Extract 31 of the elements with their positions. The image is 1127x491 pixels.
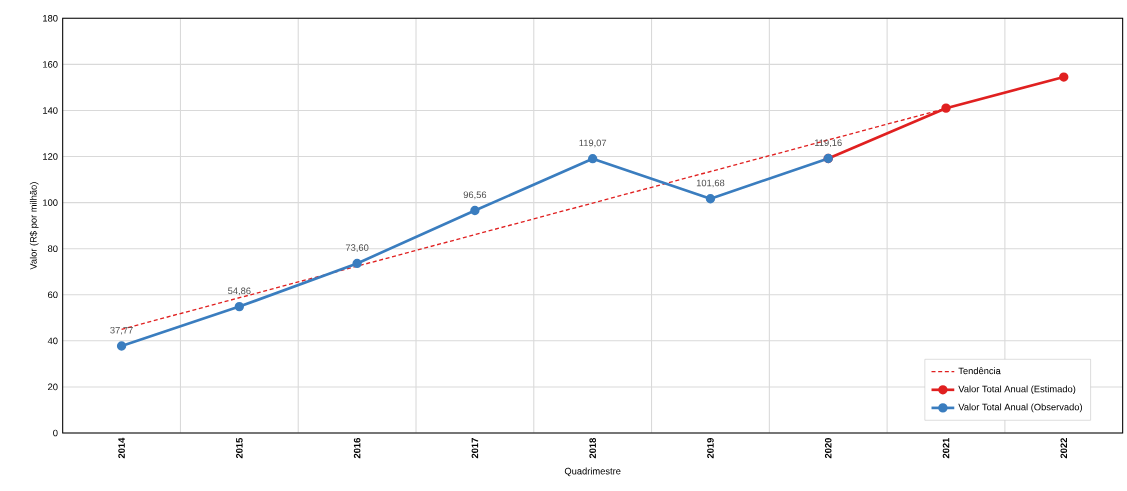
y-tick-label: 60	[48, 291, 58, 299]
data-label: 37,77	[110, 326, 133, 335]
data-label: 73,60	[345, 244, 369, 253]
x-tick-label: 2020	[824, 438, 832, 459]
x-tick-label: 2015	[236, 437, 243, 459]
y-tick-label: 0	[53, 429, 58, 437]
y-tick-label: 180	[43, 15, 58, 22]
y-tick-label: 80	[47, 245, 58, 252]
x-axis-title: Quadrimestre	[564, 467, 621, 477]
data-label: 119,07	[579, 139, 607, 148]
data-label: 54,86	[228, 287, 251, 296]
legend-label: Tendência	[958, 367, 1001, 375]
data-label: 101,68	[696, 179, 725, 188]
data-label: 119,16	[815, 139, 842, 148]
y-tick-label: 100	[43, 199, 58, 206]
x-tick-label: 2014	[118, 437, 125, 459]
data-label: 96,56	[463, 191, 487, 200]
y-tick-label: 20	[48, 383, 58, 391]
y-tick-label: 160	[43, 61, 58, 68]
x-tick-label: 2018	[589, 438, 596, 459]
y-axis-title: Valor (R$ por milhão)	[29, 182, 39, 270]
x-tick-label: 2022	[1060, 438, 1068, 459]
y-tick-label: 120	[43, 153, 58, 160]
y-tick-label: 40	[47, 337, 58, 345]
x-tick-label: 2021	[942, 437, 950, 459]
legend-label: Valor Total Anual (Observado)	[958, 403, 1082, 413]
x-tick-label: 2019	[707, 438, 714, 459]
legend-label: Valor Total Anual (Estimado)	[958, 385, 1076, 395]
x-tick-label: 2016	[353, 438, 361, 459]
x-tick-label: 2017	[471, 438, 479, 459]
y-tick-label: 140	[43, 107, 58, 114]
